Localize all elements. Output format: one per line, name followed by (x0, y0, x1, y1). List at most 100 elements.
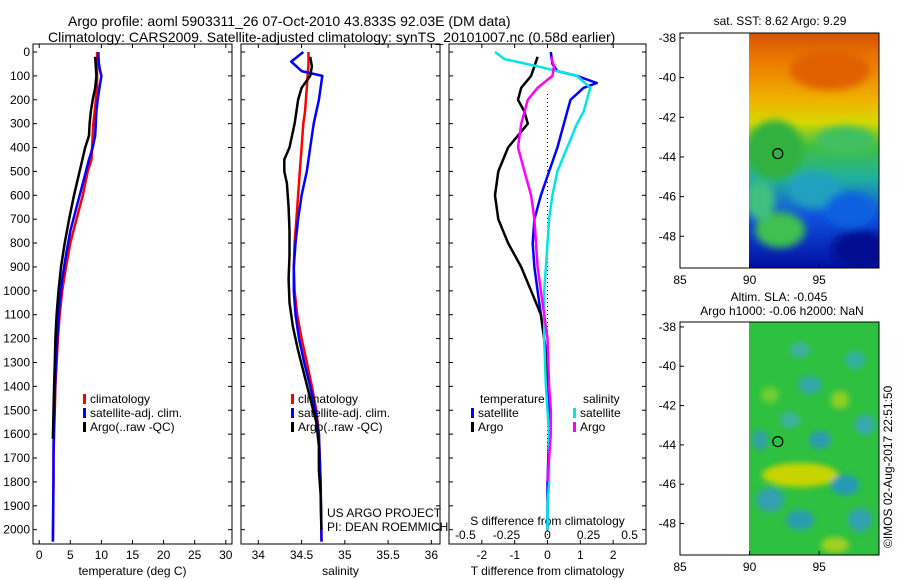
legend-swatch (291, 394, 294, 404)
salinity-axes-frame (240, 43, 441, 545)
series-line-temperature-argo (493, 56, 549, 387)
series-line-argo-raw-qc- (283, 56, 323, 530)
map-x-tick-label: 90 (743, 560, 757, 574)
legend-swatch (471, 408, 474, 418)
series-line-salinity-argo (516, 56, 556, 482)
legend-swatch (471, 422, 474, 432)
y-tick-label: 700 (10, 212, 30, 226)
x-axis-label: temperature (deg C) (78, 564, 186, 578)
s-tick-label: 0.5 (621, 528, 638, 542)
y-tick-label: 1300 (3, 355, 30, 369)
sla-map-title-line1: Altim. SLA: -0.045 (731, 290, 828, 304)
map-y-tick-label: -48 (659, 517, 677, 531)
series-line-satellite-adj-clim- (289, 51, 324, 542)
legend-label: climatology (298, 392, 358, 406)
y-tick-label: 1800 (3, 475, 30, 489)
map-y-tick-label: -38 (659, 31, 677, 45)
map-y-tick-label: -38 (659, 320, 677, 334)
x-tick-label: -1 (509, 548, 520, 562)
y-tick-label: 900 (10, 260, 30, 274)
map-y-tick-label: -44 (659, 150, 677, 164)
x-tick-label: 5 (67, 548, 74, 562)
x-tick-label: 2 (610, 548, 617, 562)
y-tick-label: 200 (10, 93, 30, 107)
series-line-salinity-satellite (494, 50, 592, 530)
legend-label: satellite (580, 406, 621, 420)
map-y-tick-label: -42 (659, 110, 677, 124)
legend-label: climatology (90, 392, 150, 406)
map-x-tick-label: 85 (673, 560, 687, 574)
y-tick-label: 1700 (3, 451, 30, 465)
sst-map-title: sat. SST: 8.62 Argo: 9.29 (714, 14, 847, 28)
sst-map: sat. SST: 8.62 Argo: 9.29 -38 -40 -42 -44 -4… (659, 14, 880, 287)
x-axis-label: T difference from climatology (471, 564, 625, 578)
pi-label: PI: DEAN ROEMMICH (327, 520, 448, 534)
legend-label: satellite (478, 406, 519, 420)
sla-map-title-line2: Argo h1000: -0.06 h2000: NaN (700, 304, 863, 318)
legend-swatch (83, 394, 86, 404)
x-tick-label: 36 (425, 548, 439, 562)
series-line-temperature-satellite (531, 51, 599, 530)
argo-location-marker-sla (772, 436, 784, 448)
y-tick-label: 500 (10, 164, 30, 178)
y-tick-label: 1200 (3, 332, 30, 346)
map-y-tick-label: -40 (659, 71, 677, 85)
y-tick-label: 1100 (4, 308, 30, 322)
map-x-tick-label: 90 (743, 273, 757, 287)
map-x-tick-label: 95 (812, 560, 826, 574)
map-y-tick-label: -44 (659, 438, 677, 452)
legend-swatch (83, 422, 86, 432)
salinity-panel: 34 34.5 35 35.5 36 salinity climatologysatelli… (240, 43, 448, 578)
x-tick-label: 25 (188, 548, 202, 562)
x-tick-label: 1 (577, 548, 584, 562)
y-tick-label: 1400 (3, 379, 30, 393)
y-tick-label: 800 (10, 236, 30, 250)
imos-stamp: ©IMOS 02-Aug-2017 22:51:50 (881, 385, 895, 548)
x-tick-label: 34 (252, 548, 266, 562)
y-tick-label: 300 (10, 117, 30, 131)
x-tick-label: 34.5 (290, 548, 314, 562)
y-tick-label: 600 (10, 188, 30, 202)
x-tick-label: 0 (544, 548, 551, 562)
map-y-tick-label: -46 (659, 190, 677, 204)
x-axis-label: salinity (322, 564, 359, 578)
y-tick-label: 400 (10, 141, 30, 155)
y-tick-label: 0 (23, 45, 30, 59)
map-y-tick-label: -42 (659, 399, 677, 413)
s-tick-label: 0.25 (577, 528, 601, 542)
map-x-tick-label: 85 (673, 273, 687, 287)
x-tick-label: 10 (95, 548, 109, 562)
sla-map: Altim. SLA: -0.045 Argo h1000: -0.06 h20… (659, 290, 880, 574)
y-tick-label: 2000 (3, 523, 30, 537)
y-tick-label: 1900 (3, 499, 30, 513)
legend-swatch (573, 422, 576, 432)
y-tick-label: 1500 (3, 403, 30, 417)
x-tick-label: 35 (338, 548, 352, 562)
legend-label: satellite-adj. clim. (298, 406, 390, 420)
legend-swatch (573, 408, 576, 418)
map-x-tick-label: 95 (812, 273, 826, 287)
map-y-tick-label: -48 (659, 229, 677, 243)
legend-label: Argo (478, 420, 504, 434)
x-tick-label: 0 (36, 548, 43, 562)
temperature-panel: 0100200300400500600700800900100011001200… (3, 43, 233, 578)
series-line-climatology (292, 52, 323, 542)
x-tick-label: 20 (157, 548, 171, 562)
x-tick-label: 30 (219, 548, 233, 562)
legend-label: Argo (580, 420, 606, 434)
x-tick-label: -2 (476, 548, 487, 562)
y-tick-label: 1600 (3, 427, 30, 441)
y-tick-label: 100 (10, 69, 30, 83)
legend-heading: salinity (583, 392, 620, 406)
legend-label: Argo(..raw -QC) (90, 420, 175, 434)
map-y-tick-label: -40 (659, 359, 677, 373)
x-tick-label: 35.5 (376, 548, 400, 562)
series-line-argo-raw-qc- (51, 56, 98, 439)
s-tick-label: -0.25 (493, 528, 521, 542)
argo-location-marker (772, 148, 784, 160)
figure-title-line2: Climatology: CARS2009. Satellite-adjuste… (48, 29, 616, 45)
legend-label: Argo(..raw -QC) (298, 420, 383, 434)
legend-heading: temperature (480, 392, 545, 406)
